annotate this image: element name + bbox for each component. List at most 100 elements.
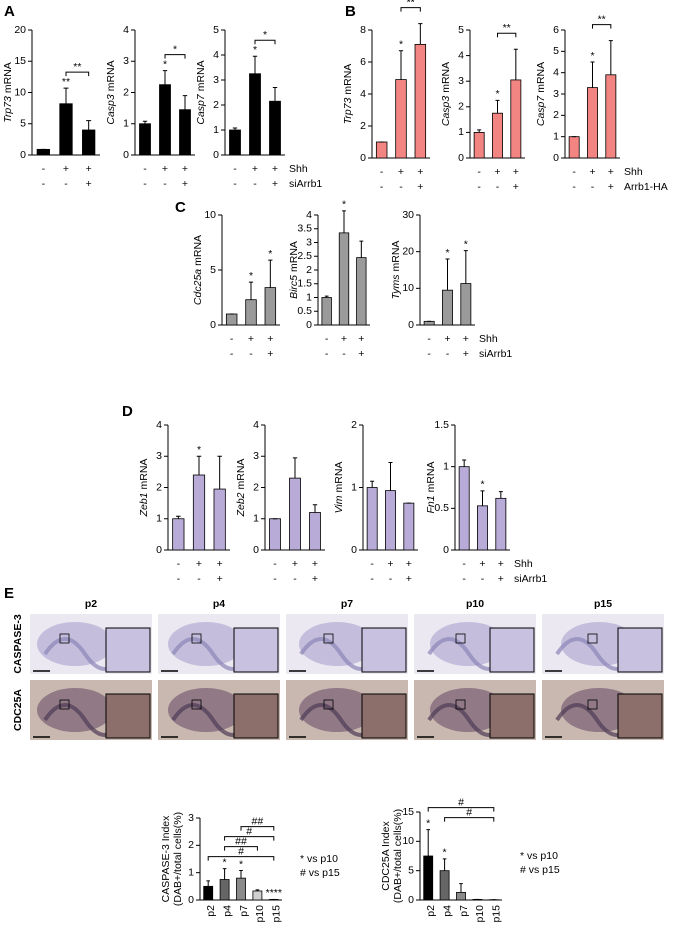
inset	[105, 627, 151, 673]
y-tick-label: 4	[156, 419, 162, 431]
bracket	[240, 826, 275, 831]
y-label-unit: mRNA	[425, 461, 437, 492]
condition-sign: -	[177, 558, 181, 570]
y-tick-label: 3	[123, 55, 129, 67]
condition-sign: +	[498, 558, 504, 570]
y-tick-label: 0	[408, 894, 414, 906]
y-tick-label: 5	[213, 24, 219, 36]
tissue	[430, 688, 506, 732]
condition-sign: +	[513, 181, 519, 193]
y-tick-label: 1	[213, 124, 219, 136]
condition-sign: -	[230, 348, 234, 360]
y-tick-label: 4	[213, 49, 219, 61]
tissue	[299, 622, 375, 666]
y-label-gene: Zeb2	[235, 492, 247, 517]
bar	[139, 123, 151, 156]
y-label-unit: mRNA	[192, 235, 204, 266]
condition-sign: -	[325, 333, 329, 345]
bar	[460, 283, 472, 326]
y-tick-label: 1	[253, 513, 259, 525]
y-tick-label: 0	[306, 319, 312, 331]
y-axis-label: Casp3 mRNA	[105, 60, 117, 124]
significance: *	[426, 817, 430, 829]
y-tick-label: 5	[210, 264, 216, 276]
condition-sign: +	[358, 348, 364, 360]
bracket-label: *	[173, 43, 177, 55]
inset	[617, 627, 663, 673]
y-tick-label: 2	[306, 264, 312, 276]
y-tick-label: 1	[458, 126, 464, 138]
condition-sign: -	[572, 181, 576, 193]
condition-sign: +	[162, 163, 168, 175]
inset	[489, 693, 535, 739]
y-label-unit: mRNA	[105, 60, 117, 91]
condition-name: siArrb1	[289, 178, 322, 190]
error-bar	[418, 23, 423, 45]
inset-source	[323, 633, 334, 644]
significance: *	[480, 479, 484, 491]
y-axis-label: Trp73 mRNA	[2, 62, 14, 123]
significance: *	[253, 44, 257, 56]
bar	[36, 148, 50, 156]
condition-sign: -	[177, 573, 181, 585]
bar	[605, 74, 617, 159]
condition-sign: -	[293, 573, 297, 585]
bracket-label: #	[466, 806, 472, 818]
y-tick-label: 10	[402, 282, 414, 294]
condition-sign: +	[406, 558, 412, 570]
significance: *	[445, 247, 449, 259]
bar	[403, 502, 415, 551]
y-tick-label: 5	[408, 864, 414, 876]
y-label-gene: Casp3	[105, 94, 117, 125]
y-axis-label: Vim mRNA	[333, 462, 345, 514]
error-bar	[252, 55, 258, 74]
bracket-label: #	[238, 845, 244, 857]
y-tick-label: 3	[306, 236, 312, 248]
legend-note: # vs p15	[520, 864, 560, 876]
condition-sign: -	[273, 558, 277, 570]
error-bar	[292, 457, 298, 479]
condition-sign: +	[406, 573, 412, 585]
bar	[587, 87, 598, 159]
y-tick-label: 2	[188, 839, 194, 851]
condition-sign: -	[64, 178, 68, 190]
bar	[458, 466, 470, 551]
bar	[510, 79, 522, 159]
condition-name: Shh	[289, 163, 308, 175]
error-bar	[480, 490, 485, 506]
y-tick-label: 6	[360, 56, 366, 68]
condition-sign: -	[273, 573, 277, 585]
condition-sign: +	[86, 178, 92, 190]
condition-sign: -	[481, 573, 485, 585]
bar	[456, 891, 466, 901]
bracket-label: ##	[252, 815, 264, 827]
condition-sign: +	[608, 181, 614, 193]
condition-sign: +	[589, 166, 595, 178]
bracket	[497, 32, 517, 38]
x-tick-label: p2	[425, 905, 437, 917]
error-bar	[217, 455, 222, 490]
condition-sign: -	[143, 178, 147, 190]
x-tick-label: p15	[491, 905, 503, 923]
condition-sign: -	[163, 178, 167, 190]
bar	[366, 487, 378, 551]
y-axis-label: Tyms mRNA	[390, 241, 402, 300]
error-bar	[498, 491, 503, 499]
y-tick-label: 1	[123, 118, 129, 130]
y-axis-label: Cdc25a mRNA	[192, 235, 204, 305]
bar	[82, 129, 96, 156]
row-label: CASPASE-3	[12, 614, 24, 673]
condition-sign: -	[370, 558, 374, 570]
bar	[192, 474, 206, 551]
condition-sign: +	[272, 163, 278, 175]
bar	[159, 84, 171, 156]
x-tick-label: p15	[271, 905, 283, 923]
y-tick-label: 3	[213, 74, 219, 86]
y-tick-label: 2	[213, 99, 219, 111]
error-bar	[232, 127, 238, 130]
y-tick-label: 0	[553, 152, 559, 164]
error-bar	[442, 858, 447, 871]
bar	[269, 100, 281, 156]
y-label-gene: Casp3	[440, 96, 452, 127]
significance: *	[223, 856, 227, 868]
